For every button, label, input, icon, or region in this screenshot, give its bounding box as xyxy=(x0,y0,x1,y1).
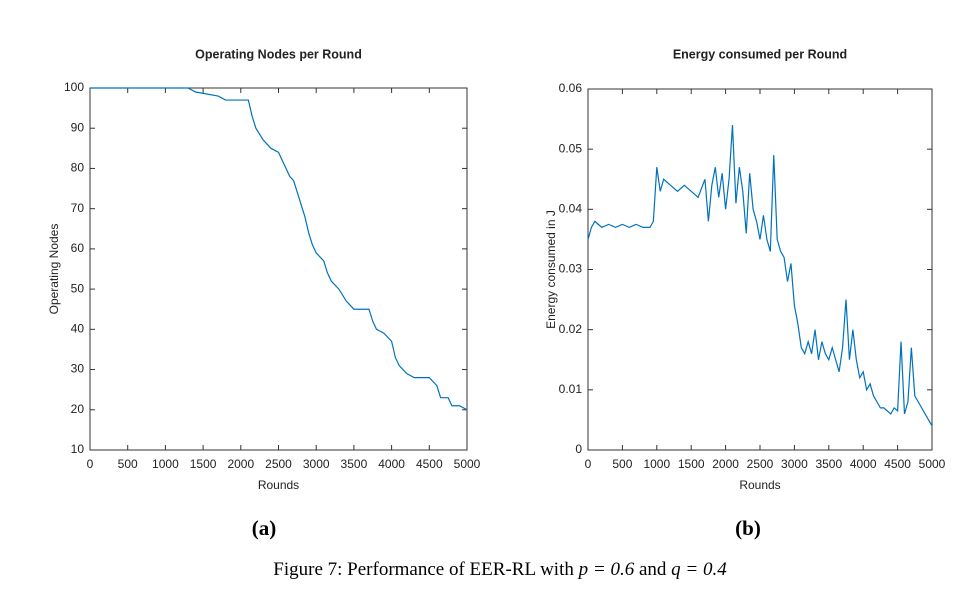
y-tick-label: 30 xyxy=(71,362,85,376)
x-tick-label: 2500 xyxy=(265,457,292,471)
y-tick-label: 70 xyxy=(71,201,85,215)
caption-text: and xyxy=(639,559,667,580)
y-tick-label: 20 xyxy=(71,402,85,416)
caption-text: Figure 7: Performance of EER-RL with xyxy=(273,559,574,580)
x-tick-label: 4500 xyxy=(416,457,443,471)
caption-param: q = 0.4 xyxy=(671,559,727,580)
x-tick-label: 0 xyxy=(87,457,94,471)
y-tick-label: 10 xyxy=(71,442,85,456)
y-tick-label: 0.02 xyxy=(559,322,583,336)
x-tick-label: 3000 xyxy=(303,457,330,471)
y-tick-label: 0.03 xyxy=(559,262,583,276)
x-tick-label: 4000 xyxy=(378,457,405,471)
panel-label: (a) xyxy=(252,516,277,540)
x-tick-label: 3000 xyxy=(781,457,808,471)
y-tick-label: 60 xyxy=(71,241,85,255)
plot-frame xyxy=(587,88,933,451)
x-tick-label: 2500 xyxy=(747,457,774,471)
y-tick-label: 50 xyxy=(71,281,85,295)
y-axis-label: Operating Nodes xyxy=(47,224,61,315)
x-tick-label: 5000 xyxy=(454,457,481,471)
x-axis-label: Rounds xyxy=(258,478,299,492)
chart-title: Operating Nodes per Round xyxy=(195,47,362,61)
caption-param: p = 0.6 xyxy=(577,559,635,580)
x-tick-label: 5000 xyxy=(919,457,946,471)
y-tick-label: 0.06 xyxy=(559,81,583,95)
plot-frame xyxy=(89,87,468,451)
x-tick-label: 4000 xyxy=(850,457,877,471)
x-tick-label: 2000 xyxy=(712,457,739,471)
y-tick-label: 0.05 xyxy=(559,141,583,155)
x-tick-label: 3500 xyxy=(815,457,842,471)
panel-label: (b) xyxy=(735,516,761,540)
x-tick-label: 1000 xyxy=(152,457,179,471)
x-tick-label: 500 xyxy=(118,457,138,471)
x-axis-label: Rounds xyxy=(739,478,780,492)
x-tick-label: 500 xyxy=(612,457,632,471)
figure-caption: Figure 7: Performance of EER-RL with p =… xyxy=(273,559,727,580)
y-tick-label: 100 xyxy=(64,80,84,94)
y-tick-label: 0.04 xyxy=(559,202,583,216)
y-tick-label: 90 xyxy=(71,120,85,134)
y-axis-label: Energy consumed in J xyxy=(544,210,558,329)
x-tick-label: 1500 xyxy=(678,457,705,471)
y-tick-label: 80 xyxy=(71,161,85,175)
x-tick-label: 0 xyxy=(585,457,592,471)
data-line xyxy=(587,125,933,427)
x-tick-label: 2000 xyxy=(227,457,254,471)
y-tick-label: 0.01 xyxy=(559,382,583,396)
y-tick-label: 40 xyxy=(71,322,85,336)
x-tick-label: 4500 xyxy=(884,457,911,471)
y-tick-label: 0 xyxy=(575,442,582,456)
x-tick-label: 1500 xyxy=(190,457,217,471)
data-line xyxy=(90,87,468,411)
x-tick-label: 3500 xyxy=(341,457,368,471)
x-tick-label: 1000 xyxy=(643,457,670,471)
chart-title: Energy consumed per Round xyxy=(673,47,847,61)
